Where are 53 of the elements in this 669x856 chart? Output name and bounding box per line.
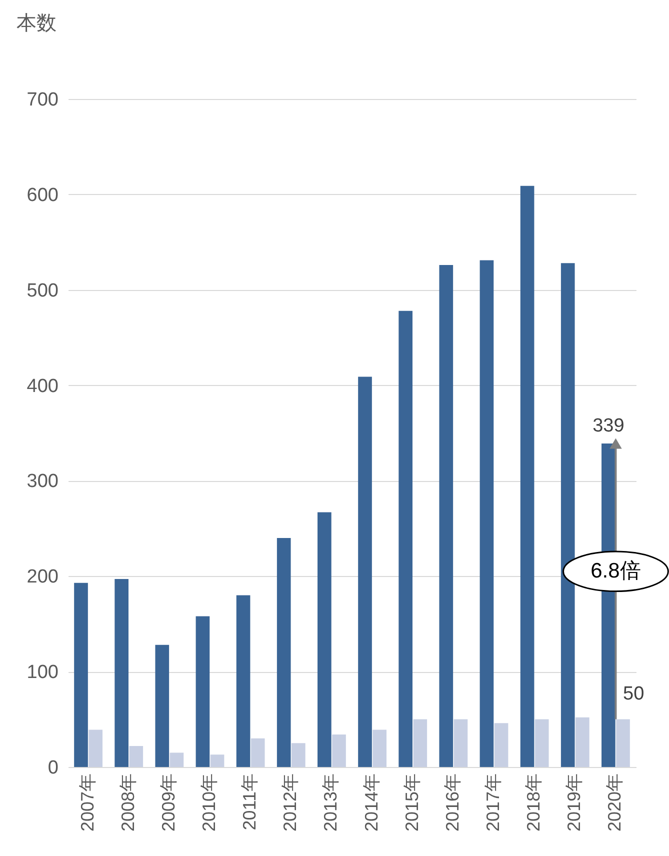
y-tick-label: 0 [48, 758, 58, 778]
y-tick-label: 100 [26, 662, 58, 684]
x-tick-label: 2012年 [280, 774, 300, 832]
bar [454, 719, 468, 767]
x-tick-label: 2016年 [442, 774, 462, 832]
x-tick-label: 2017年 [483, 774, 503, 832]
x-tick-label: 2008年 [118, 774, 138, 832]
bar [250, 738, 265, 767]
bar [332, 734, 346, 767]
y-tick-label: 200 [26, 566, 58, 588]
bar [88, 730, 102, 767]
bar [292, 743, 306, 767]
bar [236, 595, 250, 767]
y-tick-label: 400 [26, 376, 58, 397]
bar [616, 719, 630, 767]
bar [276, 538, 291, 767]
x-tick-label: 2014年 [361, 774, 382, 832]
y-tick-label: 700 [26, 90, 58, 110]
bar [196, 616, 210, 767]
bar [413, 719, 428, 767]
bar [520, 186, 534, 767]
bar [439, 265, 454, 767]
bar [494, 723, 508, 767]
x-tick-label: 2018年 [524, 774, 544, 832]
data-label: 339 [592, 415, 624, 436]
bar [170, 752, 184, 767]
x-tick-label: 2015年 [402, 774, 422, 832]
bar [480, 260, 494, 767]
x-tick-label: 2011年 [240, 774, 260, 830]
x-tick-label: 2007年 [77, 774, 98, 832]
x-tick-label: 2009年 [158, 774, 178, 832]
bar [74, 582, 88, 767]
bar [398, 310, 412, 767]
y-tick-label: 500 [26, 280, 58, 302]
bar [210, 754, 224, 767]
y-tick-label: 600 [26, 184, 58, 206]
bar [372, 730, 386, 767]
bar [318, 512, 332, 767]
bar [129, 746, 144, 767]
x-tick-label: 2020年 [604, 774, 625, 832]
bar [576, 717, 590, 767]
y-tick-label: 300 [26, 471, 58, 492]
annotation: 6.8倍 [590, 559, 641, 582]
x-tick-label: 2013年 [320, 774, 341, 832]
x-tick-label: 2010年 [199, 774, 219, 832]
x-tick-label: 2019年 [564, 774, 584, 832]
bar [560, 263, 575, 767]
data-label: 50 [622, 683, 644, 704]
bar [114, 579, 128, 767]
y-axis-title: 本数 [16, 12, 56, 34]
bar [358, 376, 372, 767]
bar [534, 719, 549, 767]
bar [155, 644, 170, 767]
